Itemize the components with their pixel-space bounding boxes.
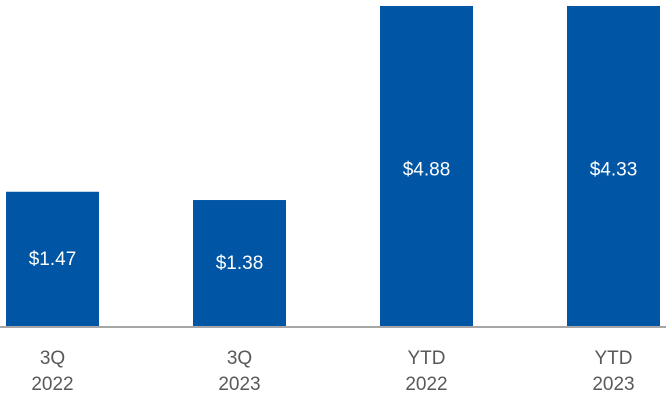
- category-labels-group: 3Q 2022 3Q 2023 YTD 2022 YTD 2023: [31, 348, 634, 395]
- category-label-line: 3Q: [40, 348, 65, 369]
- category-label-line: 2023: [592, 374, 634, 395]
- bar-value-label: $1.38: [216, 253, 264, 274]
- category-label-line: 2022: [405, 374, 447, 395]
- category-label: YTD 2023: [592, 348, 634, 395]
- category-label: 3Q 2023: [218, 348, 260, 395]
- category-label-line: YTD: [408, 348, 446, 369]
- bar-value-label: $1.47: [29, 249, 77, 270]
- bars-group: $1.47 $1.38 $4.88 $4.33: [6, 6, 660, 327]
- category-label-line: 3Q: [227, 348, 252, 369]
- category-label: 3Q 2022: [31, 348, 73, 395]
- bar-value-label: $4.88: [403, 160, 451, 181]
- category-label-line: 2023: [218, 374, 260, 395]
- bar: [193, 200, 286, 327]
- bar: [567, 6, 660, 327]
- category-label-line: YTD: [595, 348, 633, 369]
- category-label-line: 2022: [31, 374, 73, 395]
- bar: [6, 191, 99, 327]
- bar: [380, 6, 473, 327]
- category-label: YTD 2022: [405, 348, 447, 395]
- bar-value-label: $4.33: [590, 160, 638, 181]
